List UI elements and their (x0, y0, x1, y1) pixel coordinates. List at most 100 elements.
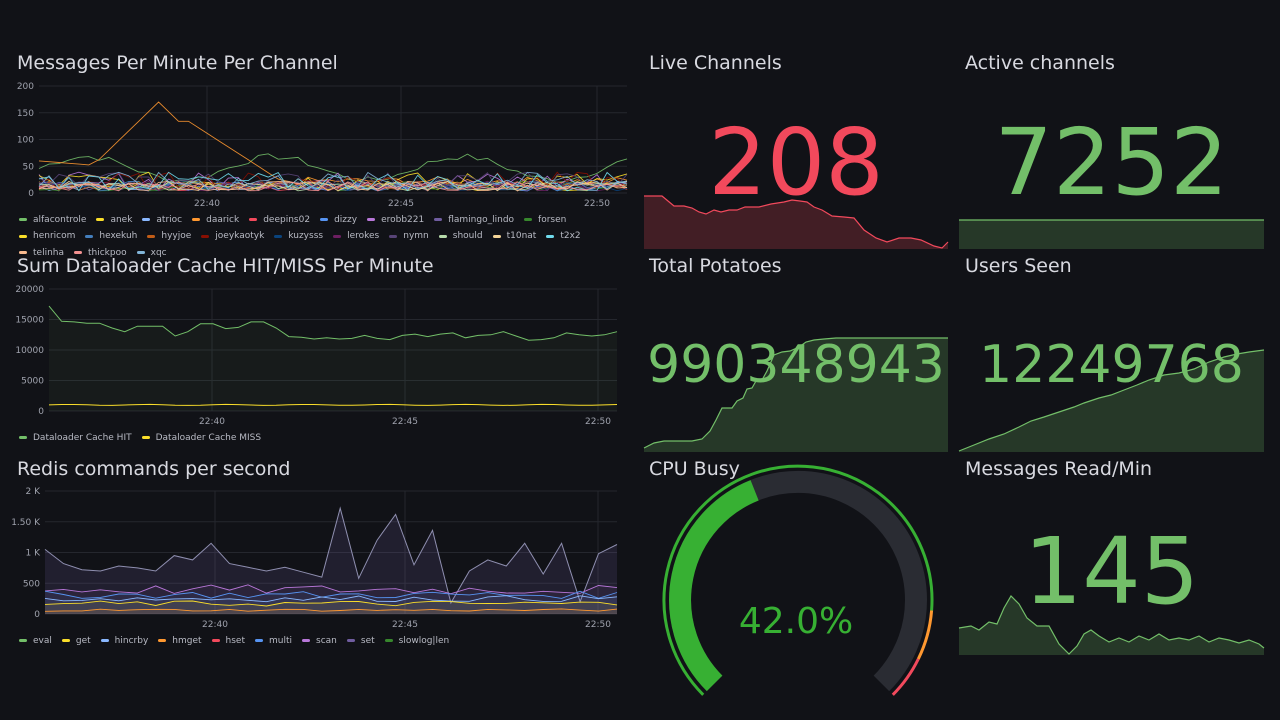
legend-item[interactable]: Dataloader Cache HIT (19, 430, 132, 446)
panel-title[interactable]: Redis commands per second (17, 458, 291, 480)
series-line (44, 584, 618, 595)
active-channels-panel: Active channels 7252 (959, 52, 1264, 249)
chart-legend: Dataloader Cache HIT Dataloader Cache MIS… (19, 429, 629, 446)
legend-item[interactable]: hexekuh (85, 228, 137, 244)
legend-item[interactable]: hincrby (100, 633, 148, 649)
legend-label: dizzy (334, 214, 358, 225)
y-tick-label: 50 (23, 162, 35, 172)
threshold-arc (916, 610, 934, 660)
legend-swatch (320, 218, 329, 221)
legend-swatch (100, 639, 109, 642)
series-line (38, 101, 628, 186)
panel-title[interactable]: Users Seen (965, 255, 1072, 277)
legend-swatch (389, 234, 398, 238)
legend-label: deepins02 (263, 214, 311, 225)
legend-item[interactable]: atrioc (142, 212, 182, 228)
legend-item[interactable]: flamingo_lindo (434, 212, 514, 228)
panel-title[interactable]: CPU Busy (649, 458, 740, 480)
legend-swatch (19, 218, 27, 221)
total-potatoes-sparkline (643, 337, 948, 452)
legend-item[interactable]: dizzy (320, 212, 357, 228)
dataloader-chart[interactable]: 20000 15000 10000 5000 0 22:40 22:45 22:50 (15, 283, 629, 443)
legend-item[interactable]: nymn (389, 228, 429, 244)
legend-swatch (136, 251, 145, 254)
y-tick-label: 100 (17, 136, 34, 146)
y-tick-label: 0 (28, 189, 34, 199)
active-channels-sparkline (959, 219, 1264, 249)
legend-item[interactable]: henricom (19, 228, 75, 244)
legend-item[interactable]: multi (255, 633, 292, 649)
cpu-busy-panel: CPU Busy 42.0% (644, 458, 948, 696)
series-line (44, 600, 618, 607)
legend-swatch (249, 218, 258, 221)
panel-title[interactable]: Active channels (965, 52, 1115, 74)
legend-item[interactable]: get (61, 633, 91, 649)
legend-label: should (452, 231, 483, 241)
legend-swatch (492, 234, 501, 238)
series-line (38, 180, 628, 192)
y-tick-label: 150 (17, 109, 34, 119)
legend-label: slowlog|len (398, 635, 450, 646)
legend-item[interactable]: xqc (136, 245, 167, 261)
x-tick-label: 22:40 (194, 199, 220, 209)
legend-item[interactable]: hyyjoe (147, 228, 191, 244)
legend-item[interactable]: eval (19, 633, 52, 649)
legend-label: atrioc (156, 214, 183, 225)
legend-item[interactable]: t10nat (492, 228, 536, 244)
legend-swatch (367, 218, 376, 221)
legend-item[interactable]: daarick (192, 212, 239, 228)
legend-item[interactable]: alfacontrole (19, 212, 86, 228)
legend-item[interactable]: scan (302, 633, 337, 649)
x-tick-label: 22:50 (585, 417, 611, 427)
redis-chart[interactable]: 2 K 1.50 K 1 K 500 0 22:40 22:45 22:50 (11, 486, 629, 646)
legend-item[interactable]: slowlog|len (384, 633, 450, 649)
legend-swatch (158, 639, 167, 642)
legend-swatch (19, 436, 27, 439)
legend-label: hmget (172, 635, 202, 646)
legend-label: Dataloader Cache HIT (33, 432, 132, 443)
legend-item[interactable]: Dataloader Cache MISS (141, 430, 261, 446)
legend-item[interactable]: anek (96, 212, 132, 228)
total-potatoes-panel: Total Potatoes 990348943 (643, 255, 948, 452)
legend-item[interactable]: lerokes (333, 228, 379, 244)
legend-item[interactable]: t2x2 (546, 228, 581, 244)
legend-item[interactable]: joeykaotyk (201, 228, 264, 244)
legend-item[interactable]: kuzysss (274, 228, 323, 244)
legend-item[interactable]: deepins02 (249, 212, 310, 228)
legend-swatch (96, 218, 105, 221)
legend-item[interactable]: hset (211, 633, 245, 649)
legend-swatch (211, 639, 220, 642)
legend-label: set (360, 635, 375, 646)
chart-legend: eval get hincrby hmget hset multi scan set slowl… (19, 632, 629, 649)
series-area (45, 584, 617, 614)
legend-swatch (255, 639, 263, 642)
y-tick-label: 20000 (15, 285, 44, 295)
panel-title[interactable]: Sum Dataloader Cache HIT/MISS Per Minute (17, 255, 434, 277)
legend-swatch (384, 639, 393, 642)
panel-title[interactable]: Live Channels (649, 52, 782, 74)
legend-item[interactable]: set (346, 633, 375, 649)
legend-item[interactable]: telinha (19, 245, 64, 261)
y-tick-label: 1 K (26, 549, 42, 559)
panel-title[interactable]: Messages Read/Min (965, 458, 1153, 480)
x-tick-label: 22:45 (392, 417, 418, 427)
messages-chart[interactable]: 200 150 100 50 0 22:40 22:45 22:50 (17, 80, 629, 240)
legend-item[interactable]: forsen (524, 212, 566, 228)
legend-item[interactable]: thickpoo (74, 245, 127, 261)
threshold-arc (662, 464, 934, 696)
legend-swatch (201, 234, 210, 238)
stat-value: 12249768 (979, 335, 1244, 395)
y-tick-label: 500 (23, 579, 40, 589)
legend-label: kuzysss (288, 231, 324, 241)
legend-label: t2x2 (560, 231, 581, 241)
legend-label: alfacontrole (33, 214, 87, 225)
panel-title[interactable]: Total Potatoes (649, 255, 782, 277)
legend-label: hexekuh (99, 231, 138, 241)
legend-item[interactable]: erobb221 (367, 212, 424, 228)
legend-label: erobb221 (381, 214, 425, 225)
legend-label: daarick (206, 214, 240, 225)
legend-item[interactable]: hmget (158, 633, 202, 649)
legend-item[interactable]: should (438, 228, 483, 244)
legend-swatch (438, 234, 447, 238)
panel-title[interactable]: Messages Per Minute Per Channel (17, 52, 338, 74)
